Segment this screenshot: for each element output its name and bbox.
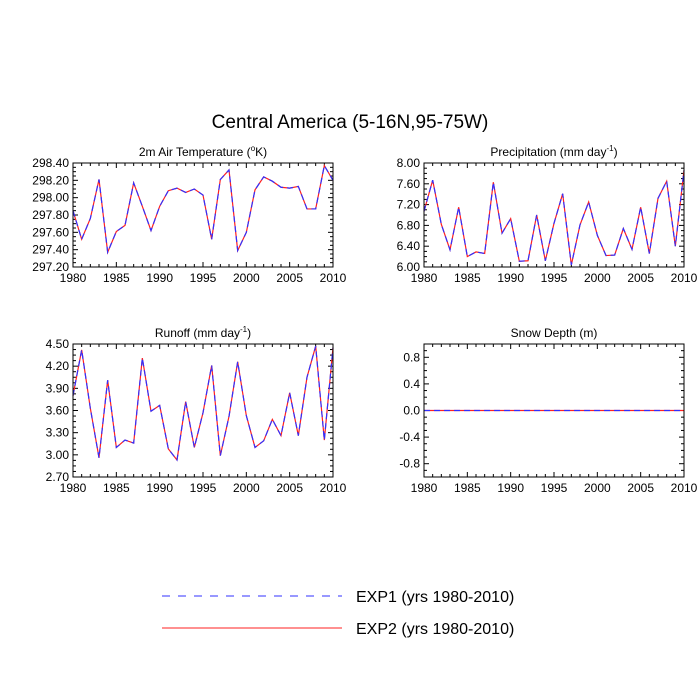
x-tick-label: 1990 <box>497 481 524 495</box>
x-tick-label: 1990 <box>146 481 173 495</box>
y-tick-label: 3.60 <box>46 404 70 418</box>
y-tick-label: 7.60 <box>397 177 421 191</box>
x-tick-label: 1985 <box>454 481 481 495</box>
x-tick-label: 1980 <box>60 481 87 495</box>
x-tick-label: 2000 <box>584 481 611 495</box>
y-tick-label: 297.80 <box>32 208 69 222</box>
x-tick-label: 1985 <box>103 271 130 285</box>
legend: EXP1 (yrs 1980-2010) EXP2 (yrs 1980-2010… <box>162 589 514 638</box>
y-tick-label: 4.50 <box>46 337 70 351</box>
y-tick-label: 297.20 <box>32 260 69 274</box>
x-tick-label: 1995 <box>190 271 217 285</box>
x-tick-label: 2000 <box>233 271 260 285</box>
panel-4: Snow Depth (m) 1980 1985 1990 1995 2000 2005 20… <box>399 326 697 495</box>
series-exp1-line <box>423 170 685 266</box>
x-tick-label: 2005 <box>627 481 654 495</box>
series-exp1-line <box>72 346 334 462</box>
plot-frame <box>423 343 685 478</box>
y-tick-label: 6.40 <box>397 239 421 253</box>
y-tick-label: -0.8 <box>399 457 420 471</box>
series-exp2-line <box>423 170 685 266</box>
x-tick-label: 2005 <box>276 481 303 495</box>
panel-1: 2m Air Temperature (oK) 1980 1985 1990 1995 2… <box>32 144 346 285</box>
panel-title: Precipitation (mm day-1) <box>490 144 617 159</box>
y-tick-label: 298.40 <box>32 156 69 170</box>
series-exp1-line <box>72 163 334 255</box>
y-tick-label: 0.0 <box>403 404 420 418</box>
plot-frame <box>72 343 334 478</box>
x-tick-label: 2000 <box>233 481 260 495</box>
x-tick-label: 1995 <box>190 481 217 495</box>
legend-exp1-label: EXP1 (yrs 1980-2010) <box>356 589 514 606</box>
y-tick-label: 3.30 <box>46 426 70 440</box>
series-exp2-line <box>72 346 334 462</box>
x-tick-label: 1985 <box>103 481 130 495</box>
y-tick-label: 298.00 <box>32 191 69 205</box>
x-tick-label: 2005 <box>627 271 654 285</box>
panel-title-end: ) <box>614 145 618 159</box>
y-tick-label: 297.60 <box>32 225 69 239</box>
x-tick-label: 1990 <box>146 271 173 285</box>
x-tick-label: 1980 <box>60 271 87 285</box>
panels: 2m Air Temperature (oK) 1980 1985 1990 1995 2… <box>32 144 697 495</box>
y-tick-label: 298.20 <box>32 173 69 187</box>
y-tick-label: 0.8 <box>403 350 420 364</box>
panel-2: Precipitation (mm day-1) 1980 1985 1990 1995… <box>397 144 698 285</box>
panel-title: Snow Depth (m) <box>511 326 598 340</box>
y-tick-label: 2.70 <box>46 470 70 484</box>
y-tick-label: -0.4 <box>399 430 420 444</box>
y-tick-label: 8.00 <box>397 156 421 170</box>
x-tick-label: 1980 <box>411 271 438 285</box>
y-tick-label: 4.20 <box>46 359 70 373</box>
x-tick-label: 2010 <box>320 271 347 285</box>
legend-exp2-label: EXP2 (yrs 1980-2010) <box>356 621 514 638</box>
x-tick-label: 1995 <box>541 271 568 285</box>
x-tick-label: 1995 <box>541 481 568 495</box>
panel-title: 2m Air Temperature (oK) <box>139 144 267 159</box>
panel-title-main: Snow Depth (m) <box>511 326 598 340</box>
panel-title-end: ) <box>247 326 251 340</box>
x-tick-label: 2010 <box>671 481 698 495</box>
panel-title-superscript: -1 <box>240 325 248 334</box>
series-exp2-line <box>72 163 334 255</box>
panel-title-end: K) <box>255 145 267 159</box>
figure-title: Central America (5-16N,95-75W) <box>212 112 489 133</box>
panel-title-superscript: o <box>251 144 256 153</box>
plot-frame <box>72 162 334 268</box>
y-tick-label: 0.4 <box>403 377 420 391</box>
panel-title: Runoff (mm day-1) <box>155 325 251 340</box>
y-tick-label: 6.00 <box>397 260 421 274</box>
panel-title-main: Precipitation (mm day <box>490 145 606 159</box>
x-tick-label: 2005 <box>276 271 303 285</box>
panel-title-main: Runoff (mm day <box>155 326 240 340</box>
x-tick-label: 1990 <box>497 271 524 285</box>
y-tick-label: 3.00 <box>46 448 70 462</box>
panel-title-superscript: -1 <box>606 144 614 153</box>
panel-3: Runoff (mm day-1) 1980 1985 1990 1995 2000 200… <box>46 325 347 495</box>
x-tick-label: 1985 <box>454 271 481 285</box>
x-tick-label: 2010 <box>671 271 698 285</box>
y-tick-label: 6.80 <box>397 218 421 232</box>
panel-title-main: 2m Air Temperature ( <box>139 145 251 159</box>
x-tick-label: 2000 <box>584 271 611 285</box>
y-tick-label: 7.20 <box>397 198 421 212</box>
y-tick-label: 3.90 <box>46 381 70 395</box>
x-tick-label: 2010 <box>320 481 347 495</box>
y-tick-label: 297.40 <box>32 243 69 257</box>
x-tick-label: 1980 <box>411 481 438 495</box>
plot-frame <box>423 162 685 268</box>
